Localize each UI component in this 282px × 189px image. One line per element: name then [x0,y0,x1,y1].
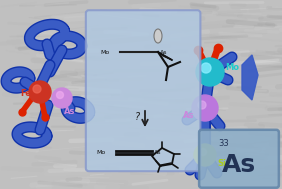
Polygon shape [158,52,172,60]
Text: 33: 33 [219,139,230,148]
Text: As: As [222,153,256,177]
Circle shape [194,144,216,166]
Text: Mo: Mo [97,149,106,154]
Circle shape [56,91,63,98]
Circle shape [29,81,51,103]
Text: As: As [154,149,162,154]
Text: As: As [160,50,168,54]
Polygon shape [242,55,258,100]
Text: As: As [64,108,75,116]
Text: Mo: Mo [225,63,239,71]
Ellipse shape [154,29,162,43]
Text: Si: Si [217,159,226,167]
FancyBboxPatch shape [199,130,279,188]
Text: ?: ? [135,112,140,122]
Circle shape [52,88,72,108]
Circle shape [201,63,211,73]
Text: Fe: Fe [20,90,31,98]
Circle shape [199,149,206,156]
Circle shape [196,58,224,86]
Circle shape [192,95,218,121]
FancyBboxPatch shape [86,10,201,171]
Circle shape [198,101,206,109]
Text: Mo: Mo [101,50,110,54]
Circle shape [33,85,41,93]
Text: As: As [183,112,194,121]
